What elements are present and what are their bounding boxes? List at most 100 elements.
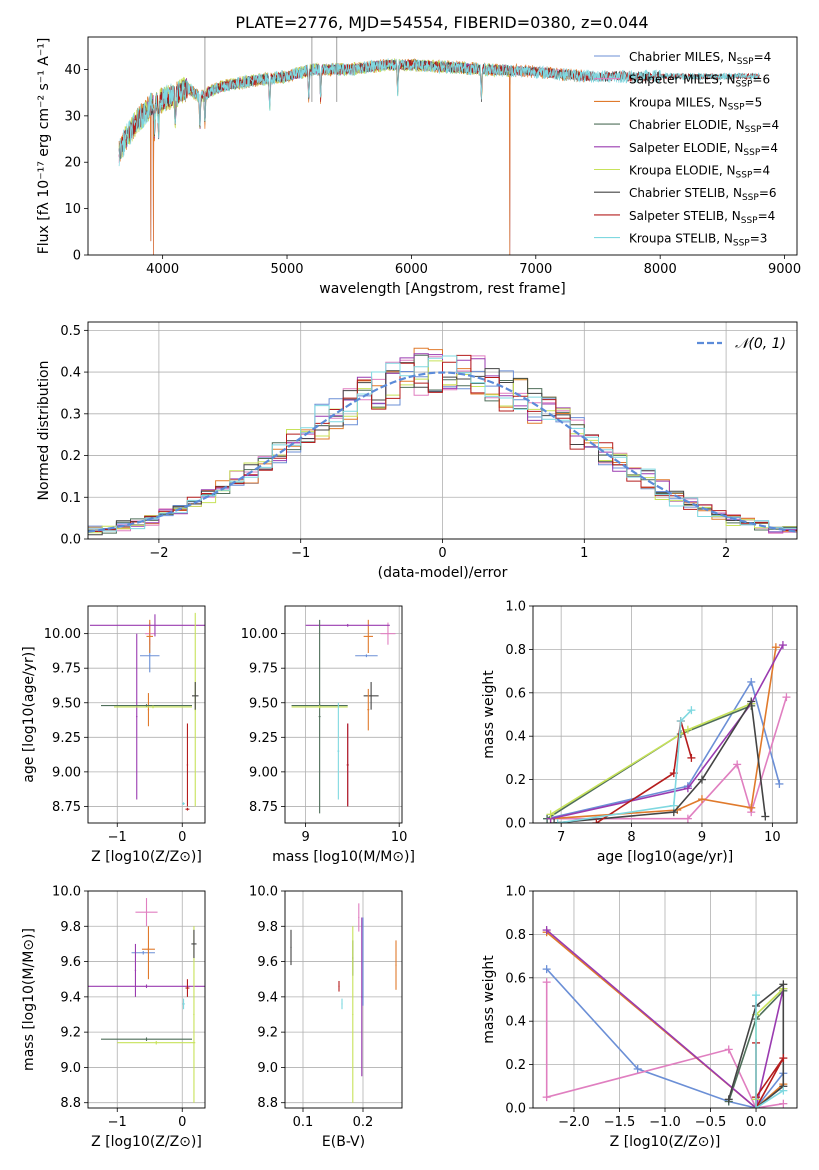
mass_vs_EBV-axes: 0.1 0.2 8.8 9.0 9.2 9.4 9.6 9.8 10.0 E(B-V): [249, 885, 403, 1150]
axes-frame: [284, 890, 403, 1109]
error-point-8: [395, 940, 397, 990]
y-tick-label: 0.2: [505, 773, 526, 788]
y-tick-label: 0.2: [505, 1058, 526, 1073]
weight_vs_Z-plot-area: [542, 926, 788, 1108]
plots-layer: 4000 5000 6000 7000 8000 9000010203040wavelen…: [21, 36, 801, 1150]
mass_vs_EBV-plot-area: [290, 903, 397, 1103]
x-tick-label: 10: [764, 830, 781, 845]
age_vs_mass-axes: 9 10 8.75 9.00 9.25 9.50 9.75 10.00 mass [log10(…: [241, 605, 415, 865]
y-tick-label: 0.6: [505, 686, 526, 701]
error-point-7: [114, 705, 192, 709]
x-tick-label: 7: [557, 830, 565, 845]
mass_vs_Z-axes: −1 0 8.8 9.0 9.2 9.4 9.6 9.8 10.0 Z [log10(Z/Z⊙)]…: [21, 885, 206, 1150]
weight_vs_Z-axes: −2.0 −1.5 −1.0 −0.5 0.0 0.0 0.2 0.4 0.6 0.8 1.0 Z […: [481, 885, 798, 1150]
y-tick-label: 9.25: [249, 731, 278, 746]
y-axis-label: mass weight: [481, 955, 497, 1044]
y-tick-label: 9.4: [257, 990, 278, 1005]
axes-frame: [284, 605, 403, 824]
y-tick-label: 8.8: [60, 1096, 81, 1111]
error-point-0: [355, 654, 378, 658]
y-axis-label: mass [log10(M/M⊙)]: [21, 928, 37, 1071]
y-tick-label: 1.0: [505, 600, 526, 615]
error-point-3: [134, 943, 137, 997]
x-tick-label: −2.0: [558, 1115, 590, 1130]
y-tick-label: 10.00: [241, 627, 278, 642]
error-point-4: [136, 633, 138, 800]
y-tick-label: 0.0: [505, 1102, 526, 1117]
y-tick-label: 9.8: [257, 920, 278, 935]
y-tick-label: 20: [64, 156, 81, 171]
error-point-11: [182, 998, 185, 1010]
error-point-4: [352, 926, 354, 1103]
x-tick-label: 0: [178, 830, 186, 845]
error-point-9: [191, 929, 197, 959]
x-tick-label: −2: [149, 546, 168, 561]
y-tick-label: 0.0: [60, 533, 81, 548]
error-point-10: [186, 723, 189, 807]
x-tick-label: 7000: [519, 262, 552, 277]
error-point-6: [101, 1037, 192, 1041]
x-tick-label: 5000: [270, 262, 303, 277]
mass_vs_Z-plot-area: [88, 898, 205, 1103]
axes-frame: [532, 890, 798, 1109]
y-tick-label: 9.0: [257, 1061, 278, 1076]
error-point-11: [367, 688, 370, 731]
y-tick-label: 10: [64, 202, 81, 217]
y-tick-label: 0.4: [505, 1015, 526, 1030]
y-tick-label: 0: [73, 249, 81, 264]
spectrum-series-8: [118, 58, 760, 167]
x-tick-label: 1: [580, 546, 588, 561]
y-tick-label: 0.8: [505, 928, 526, 943]
axes-frame: [87, 890, 206, 1109]
y-tick-label: 9.6: [257, 955, 278, 970]
x-axis-label: (data-model)/error: [378, 565, 508, 581]
y-tick-label: 30: [64, 109, 81, 124]
x-tick-label: 8: [627, 830, 635, 845]
error-point-1: [338, 980, 340, 992]
x-tick-label: 4000: [146, 262, 179, 277]
x-tick-label: 8000: [644, 262, 677, 277]
x-tick-label: 0: [438, 546, 446, 561]
weight-line-2: [546, 931, 784, 1108]
age_vs_Z-axes: −1 0 8.75 9.00 9.25 9.50 9.75 10.00 Z [log10(Z/Z…: [21, 605, 206, 865]
x-axis-label: mass [log10(M/M⊙)]: [272, 849, 415, 865]
error-point-12: [182, 802, 185, 806]
error-point-2: [341, 998, 343, 1010]
legend-label-2: Kroupa MILES, NSSP=5: [629, 95, 762, 112]
error-point-7: [362, 917, 364, 1006]
legend-label-6: Chabrier STELIB, NSSP=6: [629, 186, 777, 203]
x-tick-label: 9: [698, 830, 706, 845]
page-title: PLATE=2776, MJD=54554, FIBERID=0380, z=0…: [235, 13, 648, 32]
axes-frame: [87, 36, 798, 256]
y-tick-label: 9.75: [52, 662, 81, 677]
x-tick-label: −0.5: [695, 1115, 727, 1130]
spectrum-plot-area: [118, 37, 760, 255]
x-axis-label: E(B-V): [322, 1134, 365, 1150]
spectrum-series-7: [118, 58, 760, 159]
legend-label-normal: 𝒩(0, 1): [735, 336, 786, 352]
x-axis-label: Z [log10(Z/Z⊙)]: [610, 1134, 721, 1150]
y-tick-label: 9.4: [60, 990, 81, 1005]
spectrum-legend: Chabrier MILES, NSSP=4 Salpeter MILES, NS…: [594, 50, 779, 249]
error-point-6: [361, 917, 363, 1077]
weight-line-4: [550, 644, 784, 820]
x-tick-label: 10: [391, 830, 408, 845]
x-axis-label: wavelength [Angstrom, rest frame]: [319, 281, 565, 297]
axes-frame: [87, 605, 206, 824]
residuals-plot-area: [88, 347, 797, 536]
legend-label-8: Kroupa STELIB, NSSP=3: [629, 232, 767, 249]
x-tick-label: 9: [301, 830, 309, 845]
spectrum-axes: 4000 5000 6000 7000 8000 9000 0 10 20 30 40 wavelen…: [36, 36, 801, 297]
y-tick-label: 9.50: [249, 696, 278, 711]
error-point-9: [346, 723, 349, 807]
error-point-5: [318, 619, 321, 814]
age_vs_mass-plot-area: [291, 619, 396, 814]
legend-label-0: Chabrier MILES, NSSP=4: [629, 50, 771, 67]
y-tick-label: 0.8: [505, 643, 526, 658]
y-tick-label: 0.1: [60, 491, 81, 506]
y-tick-label: 10.0: [52, 885, 81, 900]
weight-line-4: [546, 929, 785, 1108]
residuals-axes: −2 −1 0 1 2 0.0 0.1 0.2 0.3 0.4 0.5 (data-model)/er…: [36, 321, 798, 581]
y-tick-label: 0.6: [505, 971, 526, 986]
x-tick-label: 2: [722, 546, 730, 561]
